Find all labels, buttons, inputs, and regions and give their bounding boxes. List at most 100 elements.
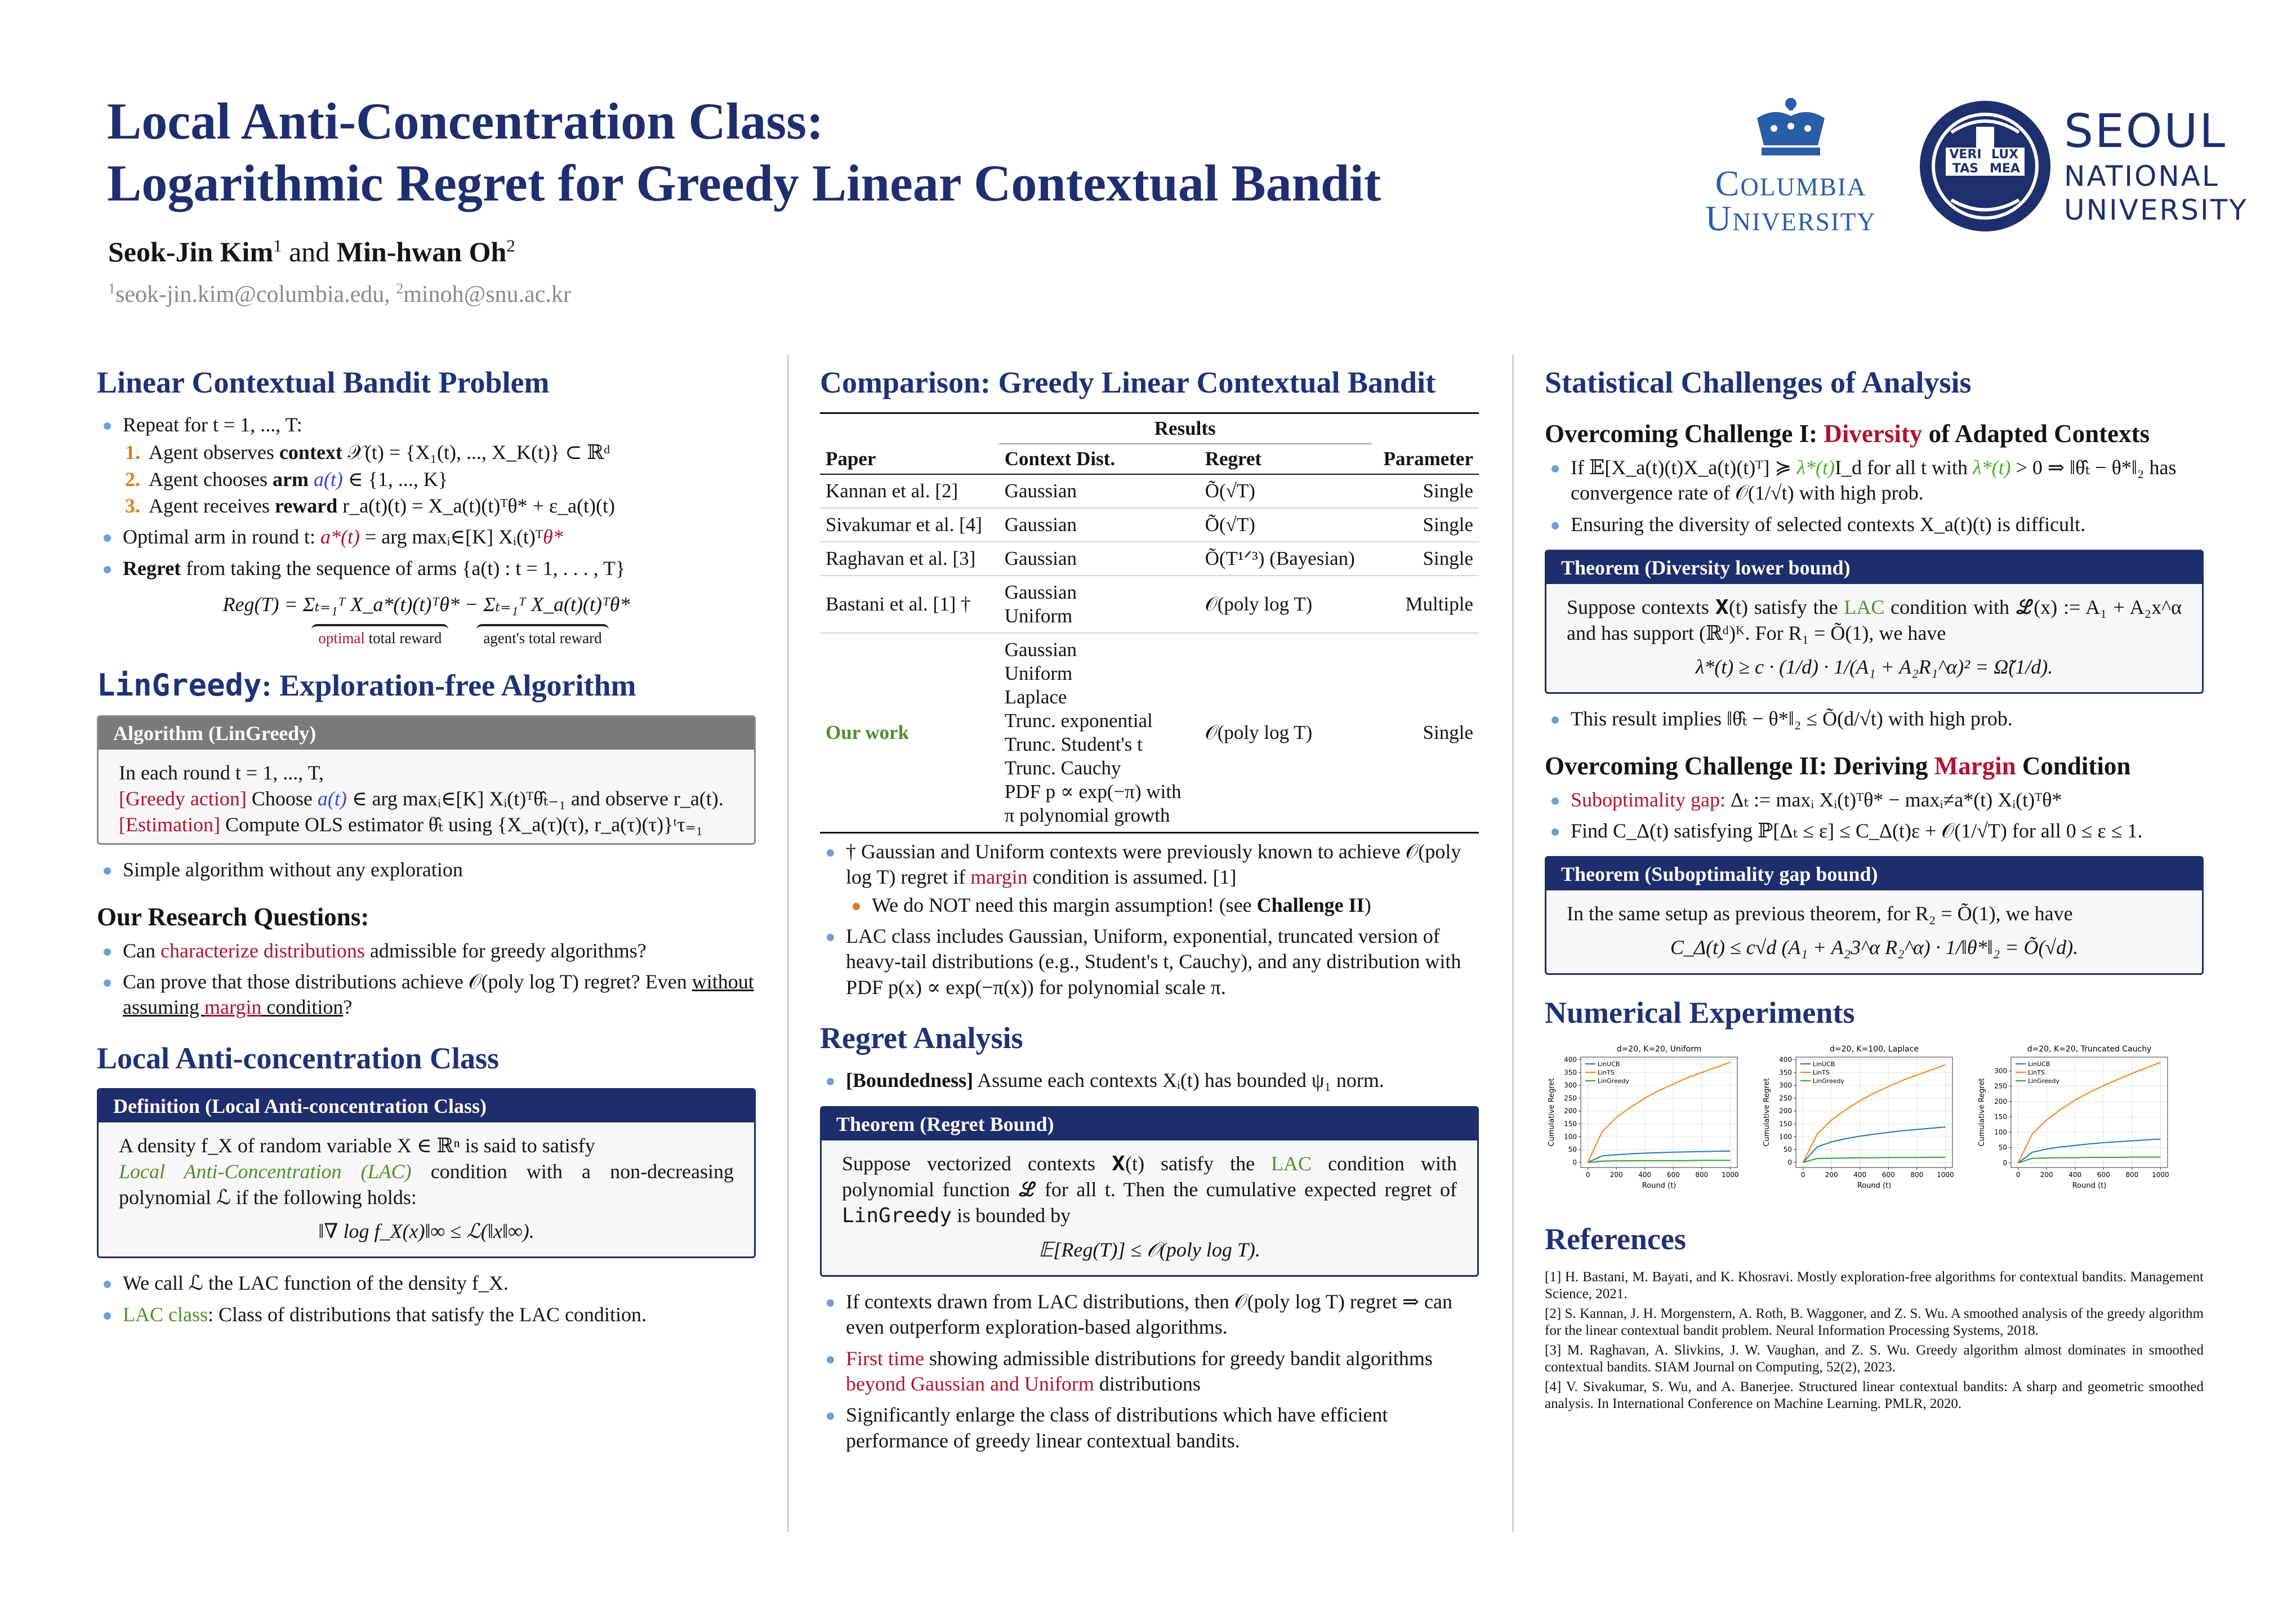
section-heading: Comparison: Greedy Linear Contextual Ban… xyxy=(820,366,1436,399)
bullet-item: Significantly enlarge the class of distr… xyxy=(820,1402,1479,1454)
bullet-item: We do NOT need this margin assumption! (… xyxy=(846,893,1479,918)
bullet-text: LAC class includes Gaussian, Uniform, ex… xyxy=(846,925,1461,999)
bullet-item: Simple algorithm without any exploration xyxy=(97,857,756,883)
text-run: Agent observes xyxy=(149,441,279,464)
text-run: a(t) xyxy=(317,787,347,810)
x-tick-label: 400 xyxy=(2068,1171,2081,1179)
table-cell: Single xyxy=(1371,508,1479,542)
bullet-dot xyxy=(104,565,111,573)
chart: d=20, K=20, Uniform 0 200 400 600 800 1000 0 50 1… xyxy=(1548,1045,1739,1190)
y-tick-label: 100 xyxy=(1779,1133,1792,1140)
text-run: 2 xyxy=(396,280,404,297)
legend-label: LinUCB xyxy=(2028,1060,2050,1068)
legend-label: LinTS xyxy=(1813,1069,1830,1076)
bullet-item: Can prove that those distributions achie… xyxy=(97,969,756,1021)
poster-title: Local Anti-Concentration Class: Logarith… xyxy=(107,90,1381,214)
text-run: Suboptimality gap: xyxy=(1571,788,1726,811)
bullet-text: We do NOT need this margin assumption! (… xyxy=(872,894,1371,916)
bullet-dot xyxy=(853,902,860,910)
bullet-item: [Boundedness] Assume each contexts Xᵢ(t)… xyxy=(820,1068,1479,1093)
logo-line: University xyxy=(1705,198,1876,238)
y-tick-label: 350 xyxy=(1564,1068,1577,1076)
bullet-item: LAC class: Class of distributions that s… xyxy=(97,1302,756,1327)
text-run: ? xyxy=(343,996,353,1019)
bullet-number: 2. xyxy=(125,467,140,491)
text-run: margin xyxy=(204,996,262,1019)
bullet-list: Suboptimality gap: Δₜ := maxᵢ Xᵢ(t)ᵀθ* −… xyxy=(1545,787,2204,844)
text-run: characterize distributions xyxy=(161,939,365,962)
bullet-dot xyxy=(104,979,111,987)
y-tick-label: 400 xyxy=(1564,1055,1577,1063)
table-row: Kannan et al. [2] Gaussian Õ(√T) Single xyxy=(820,474,1479,509)
table-cell: Single xyxy=(1371,474,1479,509)
text-run: Overcoming Challenge II: Deriving xyxy=(1545,751,1934,780)
table-header: Regret xyxy=(1199,444,1371,475)
text-run: [Greedy action] xyxy=(119,787,247,810)
y-tick-label: 300 xyxy=(1779,1081,1792,1089)
table-cell: Gaussian Uniform Laplace Trunc. exponent… xyxy=(998,633,1200,834)
bullet-item: Optimal arm in round t: a*(t) = arg maxᵢ… xyxy=(97,524,756,550)
bullet-text: Find C_Δ(t) satisfying ℙ[Δₜ ≤ ε] ≤ C_Δ(t… xyxy=(1571,819,2143,843)
text-run: Can prove that those distributions achie… xyxy=(123,970,692,993)
bullet-number: 3. xyxy=(125,494,140,518)
section-heading: Statistical Challenges of Analysis xyxy=(1545,366,1972,399)
bullet-list: Repeat for t = 1, ..., T: 1. Agent observe… xyxy=(97,412,756,581)
text-run: : Class of distributions that satisfy th… xyxy=(207,1303,647,1326)
bullet-dot xyxy=(1552,828,1559,836)
table-blank xyxy=(820,413,999,444)
table-cell: Single xyxy=(1371,542,1479,576)
reference: [3] M. Raghavan, A. Slivkins, J. W. Vaug… xyxy=(1545,1342,2204,1375)
text-run: Suppose vectorized contexts 𝐗(t) satisfy… xyxy=(842,1152,1272,1175)
table-header: Paper xyxy=(820,444,999,475)
x-tick-label: 600 xyxy=(1882,1171,1895,1179)
text-run: Suppose contexts 𝐗(t) satisfy the xyxy=(1567,596,1844,619)
box-body: A density f_X of random variable X ∈ ℝⁿ … xyxy=(99,1122,754,1256)
text-run: Seok-Jin Kim xyxy=(108,236,274,268)
box-body: Suppose vectorized contexts 𝐗(t) satisfy… xyxy=(822,1140,1477,1275)
columbia-crown xyxy=(1757,98,1825,155)
box-body: In each round t = 1, ..., T, [Greedy acti… xyxy=(99,750,754,843)
bullet-text: Can prove that those distributions achie… xyxy=(123,970,754,1018)
bullet-list: We do NOT need this margin assumption! (… xyxy=(846,893,1479,918)
text-run: is bounded by xyxy=(952,1204,1071,1227)
table-cell: Gaussian Uniform xyxy=(998,576,1200,634)
legend-label: LinGreedy xyxy=(2028,1077,2059,1085)
y-tick-label: 400 xyxy=(1779,1055,1792,1063)
column: Statistical Challenges of Analysis Overco… xyxy=(1545,345,2204,1415)
text-run: a(t) xyxy=(313,467,343,491)
logo-line: Columbia xyxy=(1715,163,1867,203)
plot-frame xyxy=(2010,1057,2168,1168)
columbia-logo-text: Columbia University xyxy=(1684,163,1898,238)
x-tick-label: 400 xyxy=(1853,1171,1866,1179)
box-title: Theorem (Suboptimality gap bound) xyxy=(1546,858,2202,891)
logo-line: NATIONAL xyxy=(2064,160,2219,193)
bullet-text: † Gaussian and Uniform contexts were pre… xyxy=(846,840,1461,888)
text-run: a*(t) xyxy=(320,525,360,549)
y-tick-label: 100 xyxy=(1994,1128,2007,1136)
chart-row: d=20, K=20, Uniform 0 200 400 600 800 1000 0 50 1… xyxy=(1545,1042,2204,1201)
bullet-dot xyxy=(104,534,111,542)
bullet-text: This result implies ‖θ̂ₜ − θ*‖₂ ≤ Õ(d/√t… xyxy=(1571,707,2013,730)
bullet-dot xyxy=(827,849,834,857)
text-run: Assume each contexts Xᵢ(t) has bounded ψ… xyxy=(973,1069,1384,1092)
text-run: reward xyxy=(274,494,338,518)
equation: λ*(t) ≥ c · (1/d) · 1/(A₁ + A₂R₁^α)² = Ω… xyxy=(1695,656,2053,679)
text-run: Compute OLS estimator θ̂ₜ using {X_a(τ)(… xyxy=(220,813,703,836)
series-line xyxy=(2018,1156,2161,1164)
text-run: Regret xyxy=(123,556,181,580)
table-cell: Õ(√T) xyxy=(1199,508,1371,542)
bullet-text: LAC class: Class of distributions that s… xyxy=(123,1303,647,1326)
text-run: : Exploration-free Algorithm xyxy=(261,669,636,703)
box-line: In each round t = 1, ..., T, xyxy=(119,761,324,785)
authors: Seok-Jin Kim1 and Min-hwan Oh2 xyxy=(108,235,515,268)
emblem-word: MEA xyxy=(1990,162,2020,176)
logo-line: SEOUL xyxy=(2064,105,2227,158)
theorem-box: Definition (Local Anti-concentration Cla… xyxy=(97,1088,756,1259)
text-run: LAC class xyxy=(123,1303,208,1326)
text-run: ∈ arg maxᵢ∈[K] Xᵢ(t)ᵀθ̂ₜ₋₁ and observe r… xyxy=(346,787,724,810)
bullet-dot xyxy=(827,1078,834,1086)
bullet-item: 1. Agent observes context 𝒳(t) = {X₁(t), … xyxy=(123,440,756,465)
bullet-item: First time showing admissible distributi… xyxy=(820,1346,1479,1397)
title-line: Logarithmic Regret for Greedy Linear Con… xyxy=(107,154,1381,212)
text-run: condition xyxy=(261,996,344,1019)
